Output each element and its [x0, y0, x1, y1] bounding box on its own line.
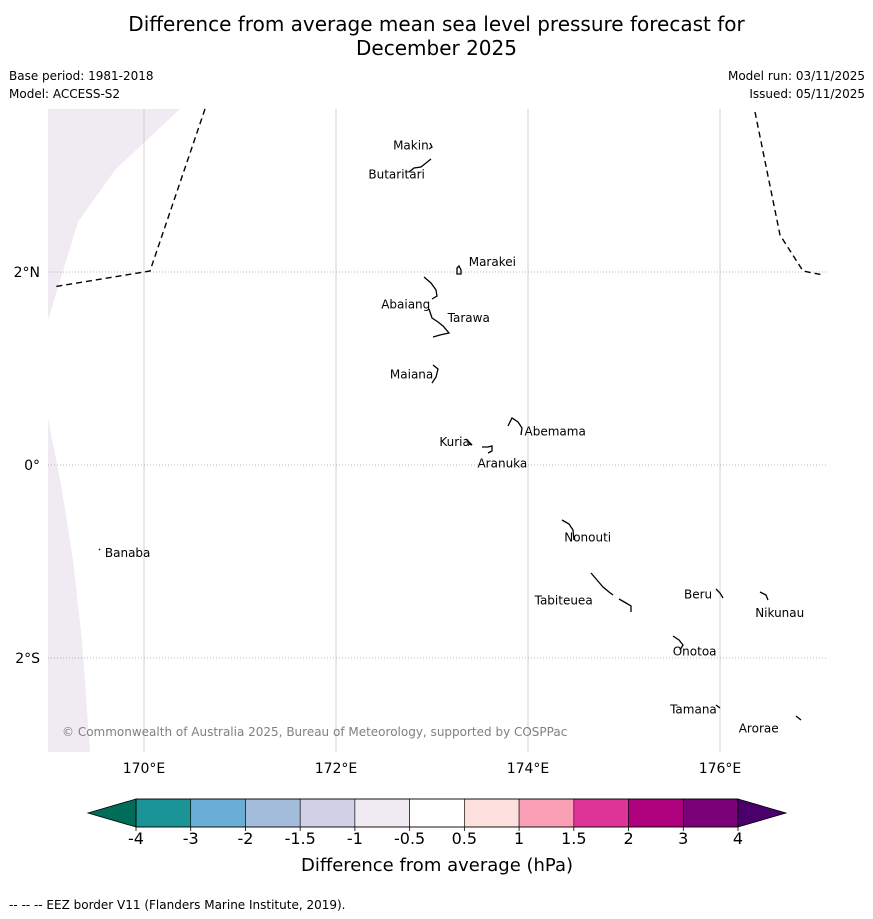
title-line-2: December 2025	[356, 36, 517, 60]
colorbar-tick-label: -0.5	[394, 829, 425, 848]
lat-tick-label: 2°S	[15, 651, 40, 667]
island-outline-onotoa	[672, 635, 684, 651]
lon-tick-label: 174°E	[507, 761, 550, 777]
colorbar-frame	[135, 798, 739, 828]
island-label-makin: Makin	[393, 139, 429, 153]
axis-labels: 170°E 172°E 174°E 176°E 2°N 0° 2°S	[14, 265, 742, 777]
island-outline-abaiang	[423, 276, 438, 300]
colorbar-bin	[409, 798, 465, 828]
colorbar-tick-label: -1	[347, 829, 363, 848]
eez-border-east	[754, 111, 824, 276]
colorbar-bin	[299, 798, 356, 828]
lon-tick-label: 170°E	[123, 761, 166, 777]
meta-left: Base period: 1981-2018 Model: ACCESS-S2	[9, 67, 154, 103]
island-label-butaritari: Butaritari	[368, 168, 425, 182]
island-outline-aranuka	[482, 445, 493, 454]
colorbar-tick-label: -2	[237, 829, 253, 848]
plot-area: Makin Butaritari Marakei Abaiang Tarawa Maian…	[48, 108, 826, 752]
eez-footnote: -- -- -- EEZ border V11 (Flanders Marine…	[9, 898, 346, 912]
island-label-onotoa: Onotoa	[673, 644, 717, 658]
island-outline-banaba	[98, 548, 101, 551]
model-name: Model: ACCESS-S2	[9, 87, 121, 101]
copyright-notice: © Commonwealth of Australia 2025, Bureau…	[62, 725, 567, 739]
lon-tick-label: 176°E	[699, 761, 742, 777]
colorbar-tick-label: -3	[183, 829, 199, 848]
island-outline-arorae	[795, 715, 802, 721]
island-outline-tarawa	[428, 308, 451, 338]
island-outline-tabiteuea	[590, 572, 632, 612]
island-outline-maiana	[431, 364, 439, 384]
colorbar-bin	[518, 798, 575, 828]
colorbar-bin	[354, 798, 410, 828]
island-label-abaiang: Abaiang	[381, 297, 430, 311]
colorbar-tick-label: -1.5	[285, 829, 316, 848]
island-outline-marakei	[456, 264, 462, 275]
lat-tick-label: 2°N	[14, 265, 40, 281]
island-label-abemama: Abemama	[525, 424, 586, 438]
island-outline-nonouti	[561, 519, 575, 541]
island-label-aranuka: Aranuka	[477, 457, 527, 471]
lat-tick-label: 0°	[24, 458, 40, 474]
anomaly-shading-northwest	[48, 109, 180, 320]
island-label-maiana: Maiana	[390, 367, 433, 381]
colorbar-bin	[682, 798, 739, 828]
island-label-nikunau: Nikunau	[755, 606, 804, 620]
island-label-nonouti: Nonouti	[564, 531, 611, 545]
colorbar-tick-label: 1	[514, 829, 524, 848]
island-labels: Makin Butaritari Marakei Abaiang Tarawa Maian…	[105, 139, 804, 736]
colorbar-tick-label: 2	[623, 829, 633, 848]
model-run: Model run: 03/11/2025	[727, 69, 865, 83]
island-outlines	[98, 142, 802, 721]
colorbar-ticks: -4 -3 -2 -1.5 -1 -0.5 0.5 1 1.5 2 3 4	[128, 827, 743, 848]
island-label-tabiteuea: Tabiteuea	[534, 593, 593, 607]
colorbar-bin	[245, 798, 301, 828]
colorbar-bin	[135, 798, 192, 828]
island-label-arorae: Arorae	[739, 722, 779, 736]
island-outline-abemama	[507, 417, 523, 436]
lon-tick-label: 172°E	[315, 761, 358, 777]
island-outline-beru	[715, 588, 724, 599]
island-outline-makin	[428, 142, 433, 150]
colorbar-tick-label: -4	[128, 829, 144, 848]
issued-date: Issued: 05/11/2025	[749, 87, 865, 101]
island-outline-nikunau	[759, 591, 769, 601]
island-label-tamana: Tamana	[669, 702, 717, 716]
island-label-marakei: Marakei	[469, 255, 516, 269]
colorbar-tick-label: 3	[678, 829, 688, 848]
colorbar: -4 -3 -2 -1.5 -1 -0.5 0.5 1 1.5 2 3 4 Difference fr…	[86, 798, 788, 876]
eez-border-west	[52, 108, 206, 288]
island-label-kuria: Kuria	[439, 435, 470, 449]
gridlines	[48, 109, 826, 752]
colorbar-under-arrow	[86, 798, 137, 828]
colorbar-bin	[573, 798, 629, 828]
colorbar-bins	[135, 798, 739, 828]
island-label-banaba: Banaba	[105, 546, 151, 560]
base-period: Base period: 1981-2018	[9, 69, 154, 83]
island-outline-tamana	[715, 704, 721, 709]
colorbar-bin	[628, 798, 684, 828]
island-outline-kuria	[465, 438, 473, 446]
colorbar-over-arrow	[737, 798, 788, 828]
island-label-tarawa: Tarawa	[447, 311, 490, 325]
anomaly-shading-southwest	[48, 418, 90, 752]
colorbar-label: Difference from average (hPa)	[301, 855, 573, 876]
map-title: Difference from average mean sea level p…	[0, 12, 873, 60]
island-outline-butaritari	[408, 158, 432, 173]
colorbar-tick-label: 1.5	[561, 829, 586, 848]
colorbar-tick-label: 0.5	[452, 829, 477, 848]
title-line-1: Difference from average mean sea level p…	[128, 12, 745, 36]
colorbar-bin	[190, 798, 246, 828]
colorbar-tick-label: 4	[733, 829, 743, 848]
island-label-beru: Beru	[684, 587, 712, 601]
colorbar-bin	[464, 798, 520, 828]
meta-right: Model run: 03/11/2025 Issued: 05/11/2025	[728, 67, 865, 103]
